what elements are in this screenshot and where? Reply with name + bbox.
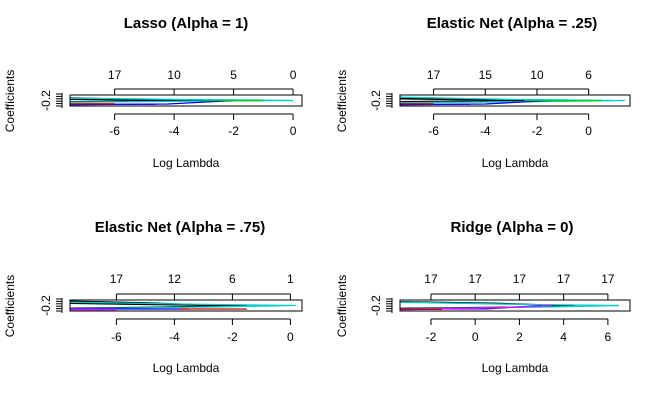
panel-4-plot-frame: [399, 299, 631, 312]
panel-2-plot-frame: [399, 94, 631, 107]
panel-3-x-tick-label: -6: [111, 330, 122, 344]
panel-3-top-tick-label: 12: [168, 272, 182, 286]
panel-4-x-tick-label: 4: [560, 330, 567, 344]
panel-1-top-tick-label: 17: [108, 68, 122, 82]
panel-2-y-tick-label: -0.2: [369, 90, 383, 111]
panel-3-x-axis-label: Log Lambda: [153, 361, 220, 375]
panel-3-x-tick-label: 0: [287, 330, 294, 344]
panel-2-y-axis-label: Coefficients: [335, 70, 349, 132]
panel-4-x-tick-label: 2: [516, 330, 523, 344]
panel-3-x-tick-label: -4: [169, 330, 180, 344]
panel-1-top-tick-label: 10: [167, 68, 181, 82]
panel-3-x-tick-label: -2: [227, 330, 238, 344]
panel-2-series-line-3: [399, 99, 538, 103]
panel-2-x-tick-label: -4: [480, 124, 491, 138]
panel-3-y-tick-label: -0.2: [39, 295, 53, 316]
panel-4-x-tick-label: 6: [605, 330, 612, 344]
panel-3-plot-frame: [69, 299, 303, 312]
panel-1-top-tick-label: 5: [230, 68, 237, 82]
panel-1-x-tick-label: -2: [228, 124, 239, 138]
panel-4-top-tick-label: 17: [557, 272, 571, 286]
panel-4-top-tick-label: 17: [469, 272, 483, 286]
panel-4-x-axis-label: Log Lambda: [482, 361, 549, 375]
panel-1-x-tick-label: -6: [109, 124, 120, 138]
panel-2-x-axis-label: Log Lambda: [482, 156, 549, 170]
panel-1-plot-frame: [69, 94, 303, 107]
panel-2-x-tick-label: -6: [428, 124, 439, 138]
panel-1-title: Lasso (Alpha = 1): [124, 15, 249, 32]
panel-1-x-axis-label: Log Lambda: [153, 156, 220, 170]
panel-4-title: Ridge (Alpha = 0): [451, 219, 574, 236]
panel-3-title: Elastic Net (Alpha = .75): [95, 219, 265, 236]
panel-4-series-line-3: [399, 301, 619, 307]
panel-1-top-tick-label: 0: [290, 68, 297, 82]
panel-4-y-tick-label: -0.2: [369, 295, 383, 316]
panel-4-x-tick-label: 0: [472, 330, 479, 344]
panel-4-x-tick-label: -2: [426, 330, 437, 344]
panel-4-y-axis-label: Coefficients: [335, 275, 349, 337]
panel-1-y-axis-label: Coefficients: [3, 70, 17, 132]
panel-3-top-tick-label: 1: [287, 272, 294, 286]
panel-2-series-line-7: [399, 99, 550, 106]
panel-4-top-tick-label: 17: [513, 272, 527, 286]
panel-4-top-tick-label: 17: [424, 272, 438, 286]
panel-1-x-tick-label: 0: [290, 124, 297, 138]
panel-2-top-tick-label: 6: [585, 68, 592, 82]
panel-1-x-tick-label: -4: [169, 124, 180, 138]
panel-2-top-tick-label: 15: [479, 68, 493, 82]
panel-1-series-line-7: [69, 99, 234, 106]
panel-1-y-tick-label: -0.2: [39, 90, 53, 111]
panel-3-series-line-5: [69, 304, 291, 310]
panel-2-title: Elastic Net (Alpha = .25): [427, 15, 597, 32]
panel-3-top-tick-label: 17: [110, 272, 124, 286]
panel-2-top-tick-label: 10: [530, 68, 544, 82]
panel-3-y-axis-label: Coefficients: [3, 275, 17, 337]
panel-2-x-tick-label: 0: [585, 124, 592, 138]
panel-4-top-tick-label: 17: [601, 272, 615, 286]
panel-3-top-tick-label: 6: [229, 272, 236, 286]
panel-3-series-line-4: [69, 301, 297, 307]
panel-2-x-tick-label: -2: [532, 124, 543, 138]
panel-2-top-tick-label: 17: [427, 68, 441, 82]
